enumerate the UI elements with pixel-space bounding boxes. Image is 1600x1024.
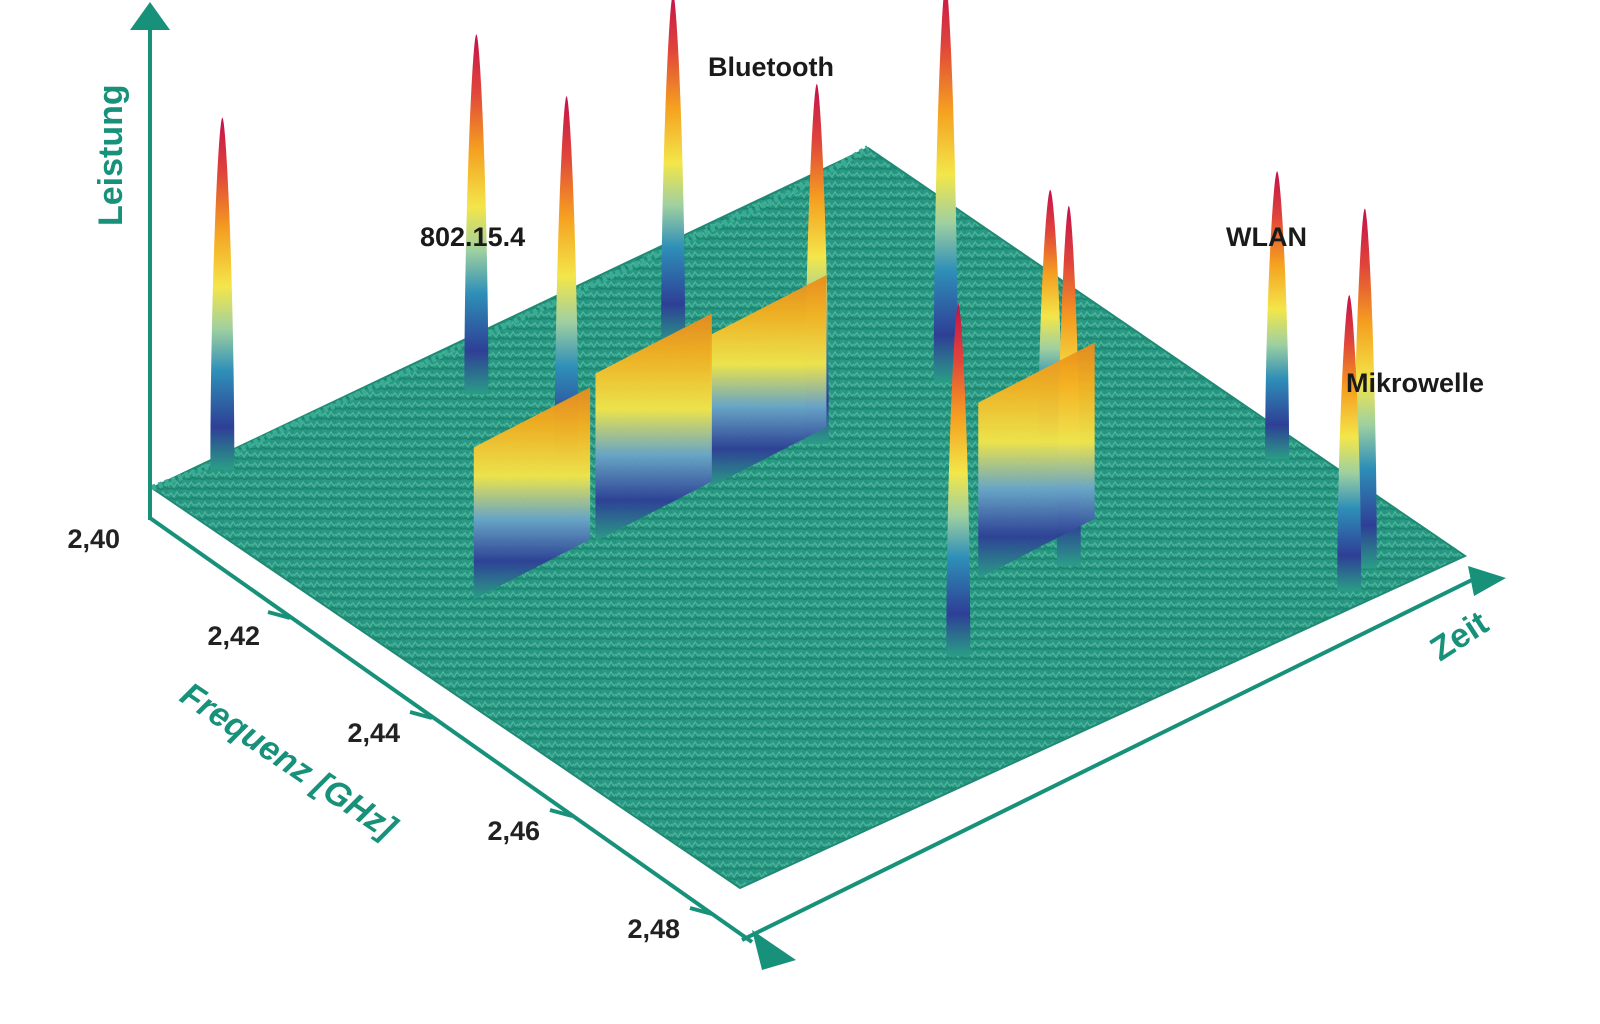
tick-label-2-42: 2,42 (207, 621, 260, 651)
frequency-tick-2-46 (549, 808, 573, 818)
frequency-axis-title: Frequenz [GHz] (174, 675, 405, 848)
signal-mark-bluetooth-7 (554, 96, 579, 473)
power-axis-title: Leistung (92, 84, 130, 226)
signal-mark-802-15-4-9 (595, 313, 712, 542)
annotation-802-15-4: 802.15.4 (420, 222, 525, 252)
annotation-wlan: WLAN (1226, 222, 1307, 252)
tick-label-2-40: 2,40 (67, 524, 120, 554)
signal-mark-802-15-4-12 (978, 342, 1095, 579)
frequency-tick-2-42 (267, 610, 291, 620)
frequency-axis-line (148, 516, 754, 944)
signal-marks (210, 0, 1377, 657)
signal-mark-bluetooth-2 (464, 34, 489, 395)
signal-mark-bluetooth-0 (661, 0, 686, 347)
tick-label-2-46: 2,46 (487, 816, 540, 846)
tick-label-2-44: 2,44 (347, 718, 400, 748)
time-axis-arrowhead (752, 930, 796, 970)
time-axis-arrowhead-end (1468, 566, 1506, 596)
power-axis-arrowhead (130, 2, 170, 30)
frequency-tick-2-48 (689, 906, 713, 916)
signal-mark-802-15-4-8 (710, 275, 827, 488)
time-axis-line (741, 572, 1485, 942)
signal-mark-bluetooth-13 (1337, 295, 1362, 592)
signal-mark-802-15-4-14 (473, 387, 591, 600)
annotation-mikrowelle: Mikrowelle (1346, 368, 1484, 398)
time-axis-title: Zeit (1424, 604, 1495, 669)
frequency-tick-2-44 (409, 710, 433, 720)
signal-mark-bluetooth-5 (1265, 171, 1290, 460)
axes (130, 2, 1506, 970)
signal-mark-bluetooth-15 (946, 304, 971, 657)
tick-label-2-48: 2,48 (627, 914, 680, 944)
signal-mark-bluetooth-6 (210, 117, 235, 470)
signal-mark-bluetooth-1 (933, 0, 958, 383)
annotation-bluetooth: Bluetooth (708, 52, 834, 82)
